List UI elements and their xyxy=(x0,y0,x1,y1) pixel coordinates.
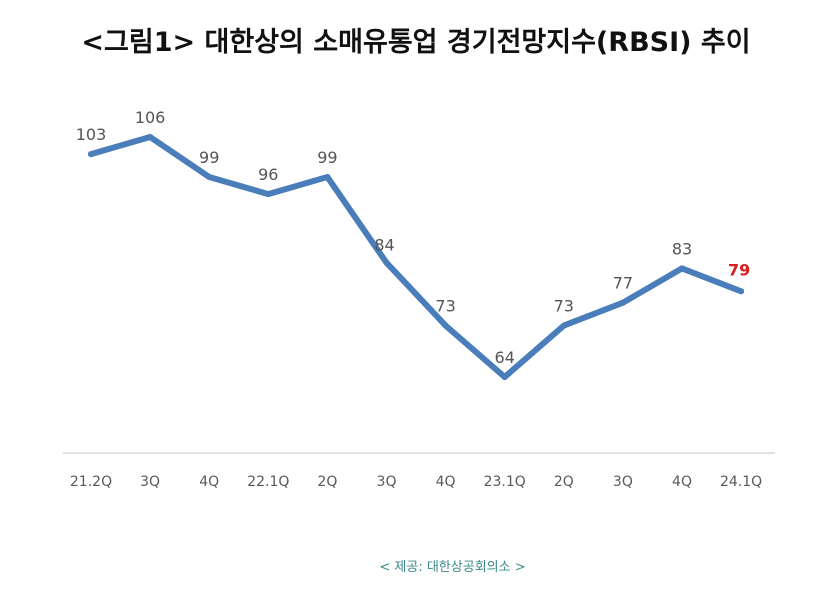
data-point xyxy=(442,322,449,329)
x-tick-label: 21.2Q xyxy=(70,474,112,490)
data-point xyxy=(265,191,272,198)
data-label: 99 xyxy=(317,148,337,167)
x-tick-label: 4Q xyxy=(672,474,692,490)
x-tick-label: 2Q xyxy=(554,474,574,490)
data-label: 73 xyxy=(435,297,455,316)
data-point xyxy=(738,288,745,295)
data-point xyxy=(383,259,390,266)
data-point xyxy=(147,134,154,140)
x-tick-label: 2Q xyxy=(317,474,337,490)
chart-title: <그림1> 대한상의 소매유통업 경기전망지수(RBSI) 추이 xyxy=(81,27,751,58)
source-caption: < 제공: 대한상공회의소 > xyxy=(379,560,526,575)
x-tick-label: 3Q xyxy=(377,474,397,490)
data-point xyxy=(679,265,685,272)
data-label: 96 xyxy=(258,165,278,184)
x-tick-label: 22.1Q xyxy=(247,474,289,490)
data-point xyxy=(324,174,331,180)
data-point xyxy=(206,174,213,180)
x-tick-label: 4Q xyxy=(199,474,219,490)
data-point xyxy=(88,151,94,158)
data-point xyxy=(619,299,626,306)
x-tick-label: 24.1Q xyxy=(720,474,762,490)
data-label: 103 xyxy=(76,125,107,144)
x-tick-label: 3Q xyxy=(140,474,160,490)
data-label: 73 xyxy=(554,297,574,316)
data-label: 77 xyxy=(613,274,633,293)
data-label: 84 xyxy=(374,236,394,255)
data-label: 99 xyxy=(199,148,219,167)
x-tick-label: 23.1Q xyxy=(484,474,526,490)
series-line xyxy=(88,134,745,380)
data-label: 79 xyxy=(728,260,750,279)
data-label: 64 xyxy=(495,348,515,367)
x-tick-label: 3Q xyxy=(613,474,633,490)
data-label: 106 xyxy=(135,108,166,127)
x-tick-label: 4Q xyxy=(436,474,456,490)
data-label: 83 xyxy=(672,239,692,258)
data-point xyxy=(501,374,508,380)
data-point xyxy=(560,322,567,329)
